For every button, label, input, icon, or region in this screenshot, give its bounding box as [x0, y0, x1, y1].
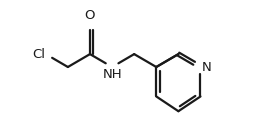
Text: N: N: [201, 60, 211, 74]
Text: NH: NH: [102, 68, 122, 81]
Text: O: O: [85, 9, 95, 22]
Text: Cl: Cl: [32, 48, 45, 61]
